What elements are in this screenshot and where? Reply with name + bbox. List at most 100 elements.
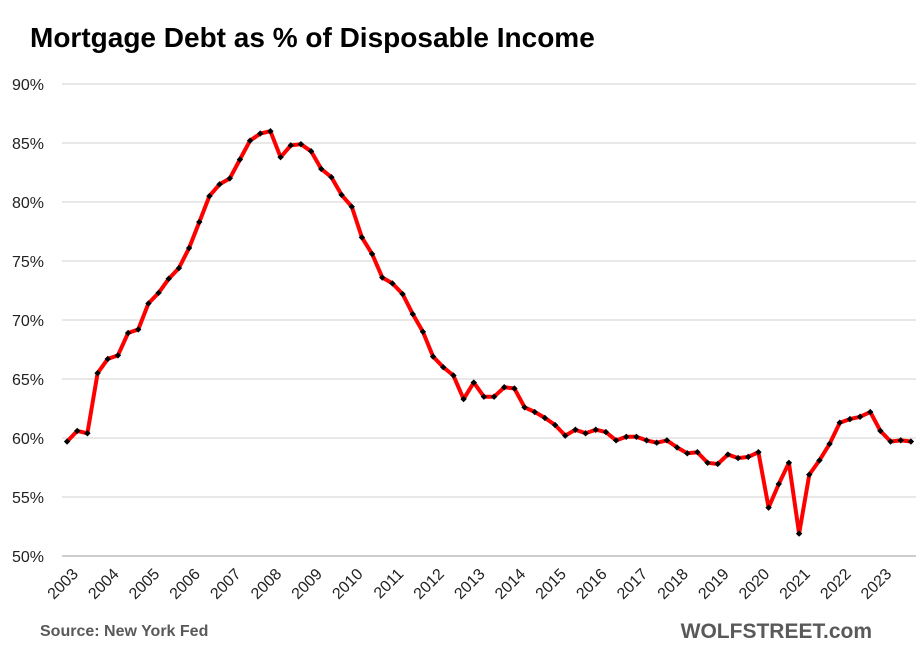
data-point [653, 439, 660, 446]
y-tick-label: 75% [12, 254, 44, 271]
data-point [511, 385, 518, 392]
source-note: Source: New York Fed [40, 623, 209, 640]
data-point [734, 454, 742, 462]
data-point [419, 328, 427, 335]
x-tick-label: 2012 [411, 566, 448, 603]
data-point [704, 459, 711, 466]
data-point [490, 393, 498, 400]
data-point [63, 438, 71, 445]
data-point [755, 448, 762, 456]
data-point [673, 444, 681, 451]
x-axis: 2003 2004 2005 2006 2007 2008 2009 2010 2011 2012… [45, 555, 916, 603]
data-point [307, 148, 315, 155]
data-point [84, 430, 91, 437]
series-markers [63, 128, 915, 537]
x-tick-label: 2003 [45, 566, 82, 603]
x-tick-label: 2017 [614, 566, 651, 603]
data-point [765, 504, 772, 511]
data-point [196, 218, 203, 226]
data-point [277, 153, 284, 161]
data-point [450, 372, 457, 379]
data-point [257, 130, 264, 137]
data-point [328, 174, 335, 181]
data-point [836, 419, 843, 426]
data-point [592, 426, 599, 433]
x-tick-label: 2006 [167, 566, 204, 603]
data-point [135, 326, 142, 333]
data-point [907, 438, 915, 445]
data-point [531, 408, 538, 416]
data-point [541, 414, 549, 422]
data-point [785, 459, 793, 466]
x-tick-label: 2021 [777, 566, 814, 603]
data-point [145, 300, 152, 307]
data-point [562, 432, 569, 439]
data-point [602, 428, 610, 436]
data-point [429, 353, 437, 360]
data-point [633, 433, 640, 441]
data-point [867, 408, 874, 416]
data-point [480, 393, 488, 400]
data-point [460, 395, 467, 403]
data-point [216, 181, 223, 188]
data-point [236, 156, 244, 163]
data-point [379, 274, 386, 281]
y-tick-label: 85% [12, 136, 44, 153]
data-point [826, 440, 833, 448]
data-point [114, 352, 122, 359]
data-point [246, 137, 254, 144]
data-point [165, 275, 172, 282]
x-tick-label: 2022 [817, 566, 854, 603]
data-point [551, 421, 559, 429]
data-point [501, 384, 508, 391]
x-tick-label: 2007 [207, 566, 244, 603]
data-point [663, 437, 671, 444]
data-point [816, 457, 823, 464]
data-point [470, 379, 477, 386]
series-line-group [65, 129, 913, 536]
x-tick-label: 2023 [858, 566, 895, 603]
data-point [521, 404, 528, 411]
data-point [623, 433, 630, 441]
y-tick-label: 65% [12, 372, 44, 389]
data-point [897, 437, 904, 444]
brand-watermark: WOLFSTREET.com [680, 620, 872, 643]
data-point [185, 244, 193, 252]
gridlines [62, 83, 916, 557]
data-point [368, 250, 376, 258]
y-tick-label: 60% [12, 431, 44, 448]
data-point [775, 480, 782, 488]
x-tick-label: 2011 [371, 566, 407, 602]
data-point [399, 290, 406, 298]
x-tick-label: 2020 [736, 566, 773, 603]
data-point [572, 426, 579, 433]
x-tick-label: 2014 [492, 566, 529, 603]
x-tick-label: 2004 [85, 566, 122, 603]
data-point [338, 191, 345, 199]
chart-title: Mortgage Debt as % of Disposable Income [30, 22, 595, 53]
data-point [226, 175, 233, 182]
y-tick-label: 90% [12, 77, 44, 94]
data-point [124, 329, 132, 337]
data-point [643, 437, 650, 444]
x-tick-label: 2010 [329, 566, 366, 603]
data-point [94, 369, 101, 377]
data-point [877, 427, 884, 435]
x-tick-label: 2009 [289, 566, 326, 603]
data-point [287, 142, 294, 149]
data-point [714, 460, 721, 468]
data-point [694, 448, 701, 456]
x-tick-label: 2005 [126, 566, 163, 603]
y-tick-label: 55% [12, 490, 44, 507]
x-tick-label: 2018 [655, 566, 692, 603]
series-line [65, 129, 913, 536]
x-tick-label: 2016 [573, 566, 610, 603]
data-point [887, 438, 894, 445]
y-axis-ticks: 50% 55% 60% 65% 70% 75% 80% 85% 90% [12, 77, 44, 566]
data-point [724, 451, 732, 458]
data-point [745, 453, 752, 461]
data-point [684, 450, 691, 457]
data-point [348, 203, 355, 210]
y-tick-label: 70% [12, 313, 44, 330]
